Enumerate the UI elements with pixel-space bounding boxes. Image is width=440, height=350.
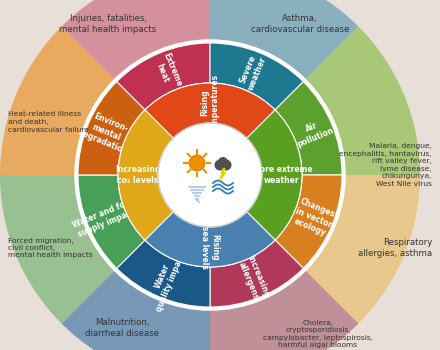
Wedge shape [0,27,210,175]
Wedge shape [275,82,342,175]
Wedge shape [145,212,275,267]
Wedge shape [118,110,173,240]
Text: Forced migration,
civil conflict,
mental health impacts: Forced migration, civil conflict, mental… [8,238,93,259]
Circle shape [158,123,262,227]
Text: More extreme
weather: More extreme weather [252,165,312,185]
Text: Cholera,
cryptosporidiosis,
campylobacter, leptospirosis,
harmful algal blooms: Cholera, cryptosporidiosis, campylobacte… [263,320,373,348]
Text: Severe
weather: Severe weather [237,51,269,92]
Wedge shape [78,175,145,268]
Wedge shape [145,83,275,138]
Text: Increasing
allergens: Increasing allergens [235,254,271,303]
Text: Heat-related illness
and death,
cardiovascular failure: Heat-related illness and death, cardiova… [8,112,89,133]
Circle shape [189,155,205,171]
Wedge shape [0,175,210,323]
Text: Water
quality impacts: Water quality impacts [145,244,189,313]
Wedge shape [62,0,210,175]
Text: Increasing
co₂ levels: Increasing co₂ levels [115,165,161,185]
Text: Asthma,
cardiovascular disease: Asthma, cardiovascular disease [251,14,349,34]
Wedge shape [117,240,210,307]
Text: Malaria, dengue,
encephalitis, hantavirus,
rift valley fever,
lyme disease,
chik: Malaria, dengue, encephalitis, hantaviru… [339,143,432,187]
Text: Respiratory
allergies, asthma: Respiratory allergies, asthma [358,238,432,258]
Text: Injuries, fatalities,
mental health impacts: Injuries, fatalities, mental health impa… [59,14,157,34]
Wedge shape [210,240,303,307]
Text: Extreme
heat: Extreme heat [151,51,183,92]
Wedge shape [78,82,145,175]
Wedge shape [117,43,210,110]
Text: Air
pollution: Air pollution [292,116,335,148]
Wedge shape [275,175,342,268]
Text: Changes
in vector
ecology: Changes in vector ecology [290,197,337,239]
Circle shape [218,157,228,167]
Text: Malnutrition,
diarrheal disease: Malnutrition, diarrheal disease [85,318,159,338]
Wedge shape [210,175,420,323]
Text: Environ-
mental
degradation: Environ- mental degradation [76,108,137,156]
Wedge shape [62,175,210,350]
Wedge shape [210,27,420,175]
Wedge shape [210,0,359,175]
Text: Water and food
supply impacts: Water and food supply impacts [72,196,141,240]
Circle shape [215,160,226,170]
Text: Rising
temperatures: Rising temperatures [200,74,220,133]
Circle shape [220,160,231,170]
Wedge shape [210,175,359,350]
Wedge shape [210,43,303,110]
Text: Rising
sea levels: Rising sea levels [200,225,220,268]
Wedge shape [247,110,302,240]
